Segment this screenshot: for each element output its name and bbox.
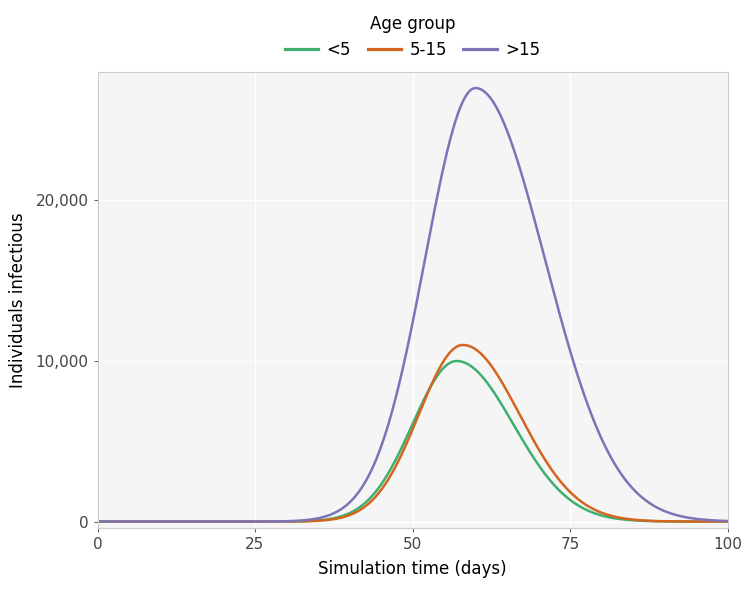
Y-axis label: Individuals infectious: Individuals infectious	[9, 212, 27, 388]
>15	[125, 518, 134, 525]
>15	[723, 517, 732, 524]
Line: <5: <5	[98, 361, 728, 521]
<5	[93, 518, 102, 525]
5-15	[458, 341, 467, 349]
>15	[93, 518, 102, 525]
<5	[382, 472, 392, 479]
>15	[590, 417, 598, 424]
Line: 5-15: 5-15	[98, 345, 728, 521]
5-15	[93, 518, 102, 525]
5-15	[723, 518, 732, 525]
5-15	[399, 446, 408, 453]
>15	[399, 360, 408, 367]
<5	[705, 518, 714, 525]
5-15	[125, 518, 134, 525]
<5	[705, 518, 714, 525]
5-15	[705, 518, 714, 525]
5-15	[590, 506, 598, 513]
X-axis label: Simulation time (days): Simulation time (days)	[318, 560, 507, 578]
Legend: <5, 5-15, >15: <5, 5-15, >15	[285, 15, 540, 59]
>15	[705, 517, 714, 524]
Line: >15: >15	[98, 88, 728, 521]
<5	[452, 358, 461, 365]
>15	[382, 425, 392, 432]
5-15	[382, 478, 392, 485]
<5	[125, 518, 134, 525]
<5	[399, 439, 408, 446]
>15	[471, 85, 480, 92]
<5	[723, 518, 732, 525]
>15	[705, 517, 714, 524]
5-15	[705, 518, 714, 525]
<5	[590, 509, 598, 517]
